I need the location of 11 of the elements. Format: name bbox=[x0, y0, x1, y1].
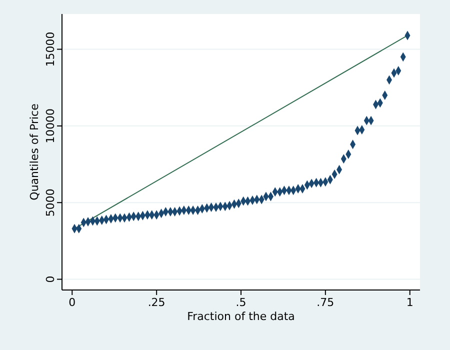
x-tick-label: .75 bbox=[316, 296, 334, 309]
y-tick-label: 0 bbox=[44, 276, 57, 283]
x-axis-title: Fraction of the data bbox=[187, 310, 295, 323]
y-tick-label: 15000 bbox=[44, 32, 57, 67]
y-axis-title: Quantiles of Price bbox=[28, 103, 41, 200]
x-tick-label: .25 bbox=[148, 296, 166, 309]
x-tick-label: 1 bbox=[406, 296, 414, 309]
x-tick-label: .5 bbox=[236, 296, 246, 309]
y-tick-label: 5000 bbox=[44, 188, 57, 217]
x-tick-label: 0 bbox=[68, 296, 76, 309]
y-tick-label: 10000 bbox=[44, 108, 57, 144]
